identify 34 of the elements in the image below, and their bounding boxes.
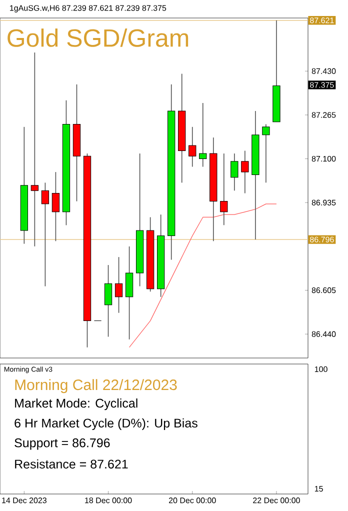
candlestick	[41, 182, 50, 287]
candlestick	[199, 102, 207, 168]
text: 6 Hr Market Cycle (D%): Up Bias	[14, 418, 198, 430]
candlestick	[241, 150, 249, 194]
text: Market Mode: Cyclical	[15, 398, 138, 410]
text: 1gAuSG.w,H6 87.239 87.621 87.239 87.375	[10, 5, 166, 12]
candlestick	[230, 153, 238, 192]
y-tick-label: 87.265	[312, 112, 336, 118]
y-tick-label: 86.440	[312, 331, 336, 337]
candlestick	[104, 264, 112, 338]
category-label: 22 Dec 00:00	[253, 498, 300, 504]
category-label: 14 Dec 2023	[2, 498, 46, 504]
candlestick	[114, 256, 123, 314]
text: 87.375	[310, 82, 334, 88]
candlestick	[262, 124, 270, 184]
category-label: 20 Dec 00:00	[168, 498, 216, 504]
y-tick-label: 86.935	[312, 200, 336, 206]
text: 100	[314, 366, 328, 372]
text: Support = 86.796	[14, 438, 110, 450]
y-tick-label: 87.430	[312, 68, 336, 74]
y-tick-label: 86.605	[312, 287, 336, 294]
text: Resistance = 87.621	[15, 459, 128, 469]
candlestick	[30, 52, 39, 247]
ref-line-label: 86.796	[310, 236, 334, 242]
candlestick	[52, 172, 60, 242]
text: 15	[314, 486, 323, 492]
category-label: 18 Dec 00:00	[85, 498, 132, 504]
text: Morning Call 22/12/2023	[15, 379, 177, 394]
ref-line-label: 87.621	[310, 18, 334, 24]
candlestick	[188, 126, 196, 168]
chart-title: Gold SGD/Gram	[8, 28, 188, 47]
candlestick	[125, 246, 134, 340]
y-tick-label: 87.100	[312, 156, 336, 162]
candlestick	[220, 153, 228, 226]
